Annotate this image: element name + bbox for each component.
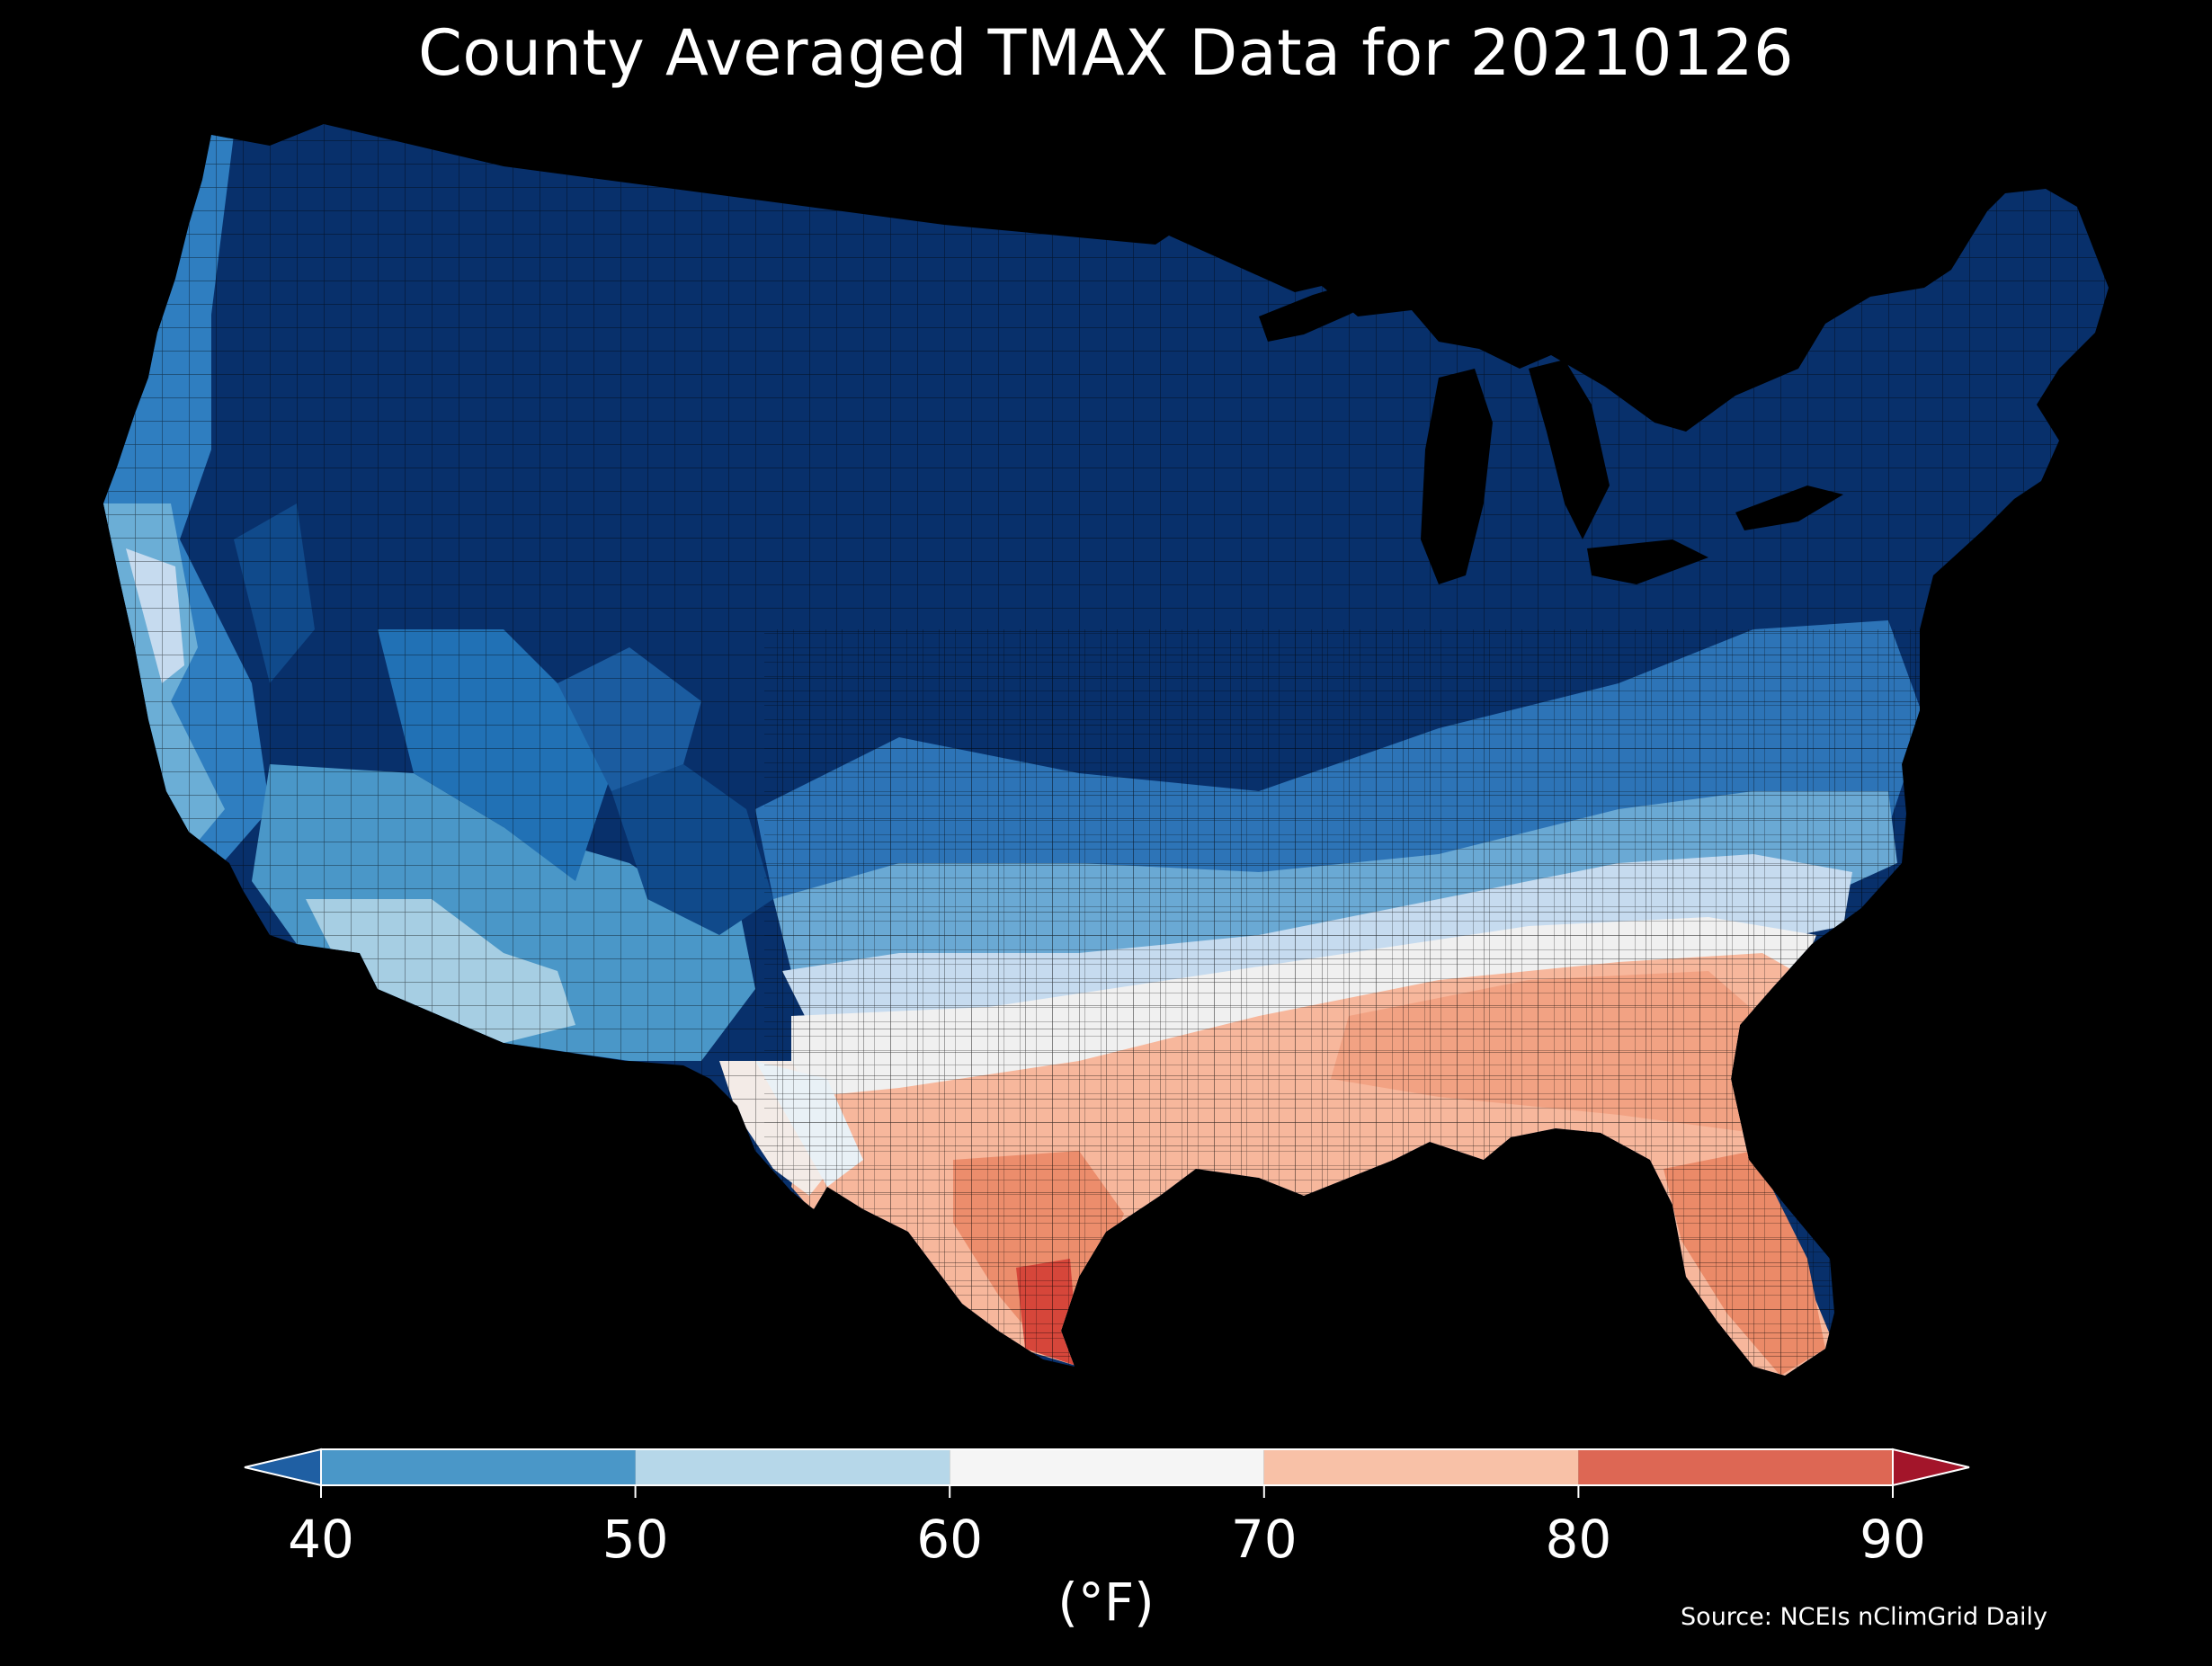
colorbar-tick-label: 90 — [1860, 1509, 1926, 1570]
map-title: County Averaged TMAX Data for 20210126 — [417, 16, 1795, 90]
colorbar-tick-label: 50 — [602, 1509, 669, 1570]
colorbar-unit-label: (°F) — [1057, 1572, 1155, 1633]
colorbar-tick-label: 40 — [288, 1509, 354, 1570]
colorbar-bin — [950, 1449, 1264, 1485]
colorbar-tick-label: 60 — [916, 1509, 984, 1570]
colorbar-bin — [635, 1449, 950, 1485]
colorbar-extend-high — [1892, 1448, 1970, 1487]
colorbar-bin — [1263, 1449, 1579, 1485]
colorbar-extend-low — [244, 1448, 322, 1487]
colorbar-tick-label: 70 — [1230, 1509, 1298, 1570]
colorbar-tick-label: 80 — [1545, 1509, 1612, 1570]
colorbar-frame — [320, 1448, 1894, 1486]
source-credit: Source: NCEIs nClimGrid Daily — [1681, 1603, 2047, 1631]
colorbar-bin — [1578, 1449, 1893, 1485]
great-lakes — [1259, 279, 1843, 584]
colorbar-bin — [321, 1449, 636, 1485]
